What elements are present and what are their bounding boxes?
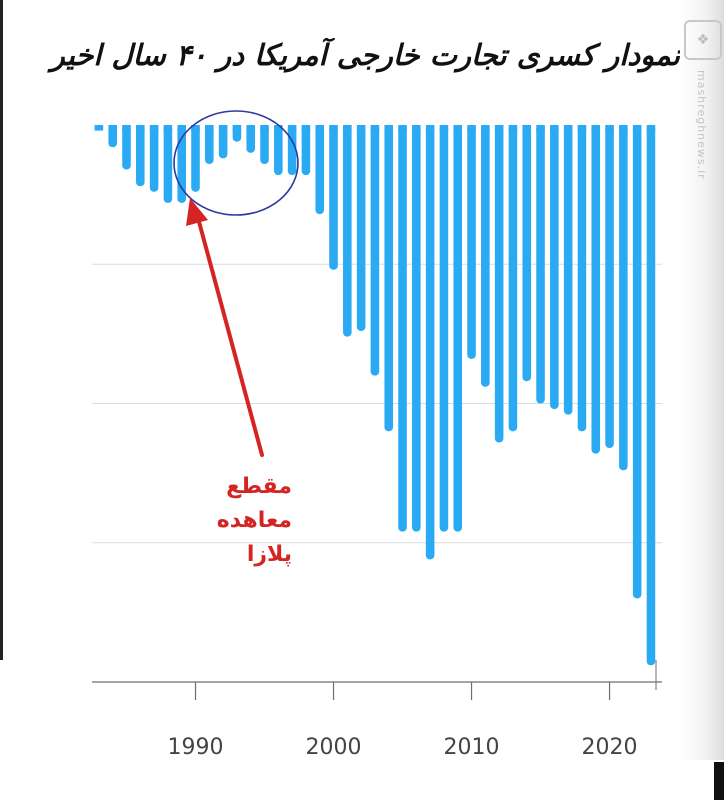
bar-top — [577, 125, 587, 131]
bar-top — [301, 125, 311, 131]
bar — [646, 125, 656, 666]
bar — [122, 125, 131, 170]
bar-top — [591, 125, 601, 131]
bar — [605, 125, 614, 449]
right-shadow — [680, 0, 724, 760]
bar — [205, 125, 214, 164]
annotation-line: معاهده — [216, 508, 292, 533]
bar-top — [384, 125, 394, 131]
bar-top — [274, 125, 283, 131]
bar-top — [646, 125, 656, 131]
bar-top — [232, 125, 242, 131]
bar-top — [481, 125, 490, 131]
plaza-accord-annotation: مقطع معاهده پلازا — [196, 470, 292, 580]
bar — [632, 125, 642, 599]
bar — [577, 125, 587, 432]
x-tick-label: 2010 — [444, 735, 500, 760]
bar — [370, 125, 380, 376]
x-tick-label: 2020 — [582, 735, 638, 760]
bar-top — [191, 125, 200, 131]
annotation-line: مقطع — [226, 474, 292, 499]
bar — [301, 125, 311, 176]
bar — [425, 125, 435, 560]
bar — [315, 125, 325, 215]
x-tick-label: 1990 — [168, 735, 224, 760]
bar — [191, 125, 200, 192]
bar — [591, 125, 601, 454]
bar-top — [550, 125, 559, 131]
bottom-corner — [714, 762, 724, 800]
bar — [563, 125, 573, 415]
bar — [356, 125, 366, 332]
annotation-arrow — [196, 216, 264, 457]
bar — [274, 125, 283, 176]
bar-top — [108, 125, 117, 131]
watermark-text: mashreghnews.ir — [695, 70, 708, 180]
bar — [508, 125, 518, 432]
bar-top — [315, 125, 325, 131]
chart-title: نمودار کسری تجارت خارجی آمریکا در ۴۰ سال… — [50, 38, 680, 72]
bar — [619, 125, 628, 471]
bar-top — [94, 125, 104, 131]
bar — [522, 125, 532, 382]
bar-top — [218, 125, 228, 131]
bar — [453, 125, 463, 532]
bar — [398, 125, 407, 532]
bar-top — [122, 125, 131, 131]
bar-top — [563, 125, 573, 131]
bar-top — [439, 125, 449, 131]
bar — [384, 125, 394, 432]
bar-top — [494, 125, 504, 131]
highlight-circle — [173, 110, 299, 216]
bar — [218, 125, 228, 159]
x-tick-label: 2000 — [306, 735, 362, 760]
bar-top — [343, 125, 352, 131]
bar-top — [205, 125, 214, 131]
bar-top — [453, 125, 463, 131]
arrow-head — [186, 198, 208, 226]
bar — [149, 125, 159, 192]
bar — [163, 125, 173, 203]
bar — [246, 125, 255, 153]
bar-top — [149, 125, 159, 131]
bar-top — [536, 125, 545, 131]
bar-top — [356, 125, 366, 131]
bar-top — [329, 125, 338, 131]
bar-top — [260, 125, 269, 131]
bar-top — [632, 125, 642, 131]
bar-top — [163, 125, 173, 131]
bar — [536, 125, 545, 404]
bar-top — [412, 125, 421, 131]
bar-top — [605, 125, 614, 131]
bar-top — [619, 125, 628, 131]
bar — [136, 125, 145, 187]
bar-top — [398, 125, 407, 131]
bar-top — [508, 125, 518, 131]
bar — [412, 125, 421, 532]
bar — [329, 125, 338, 270]
bar-top — [177, 125, 186, 131]
bar-top — [425, 125, 435, 131]
bar-top — [370, 125, 380, 131]
bar-top — [467, 125, 476, 131]
annotation-line: پلازا — [246, 542, 292, 567]
bar — [481, 125, 490, 387]
left-edge-strip — [0, 0, 3, 660]
bar — [494, 125, 504, 443]
bar — [287, 125, 297, 176]
bar-top — [287, 125, 297, 131]
bar-top — [246, 125, 255, 131]
bar — [439, 125, 449, 532]
bar — [550, 125, 559, 410]
bar — [260, 125, 269, 164]
bar-top — [522, 125, 532, 131]
mashregh-logo-icon: ❖ — [684, 20, 722, 60]
bar — [343, 125, 352, 337]
bar — [467, 125, 476, 359]
bar-top — [136, 125, 145, 131]
